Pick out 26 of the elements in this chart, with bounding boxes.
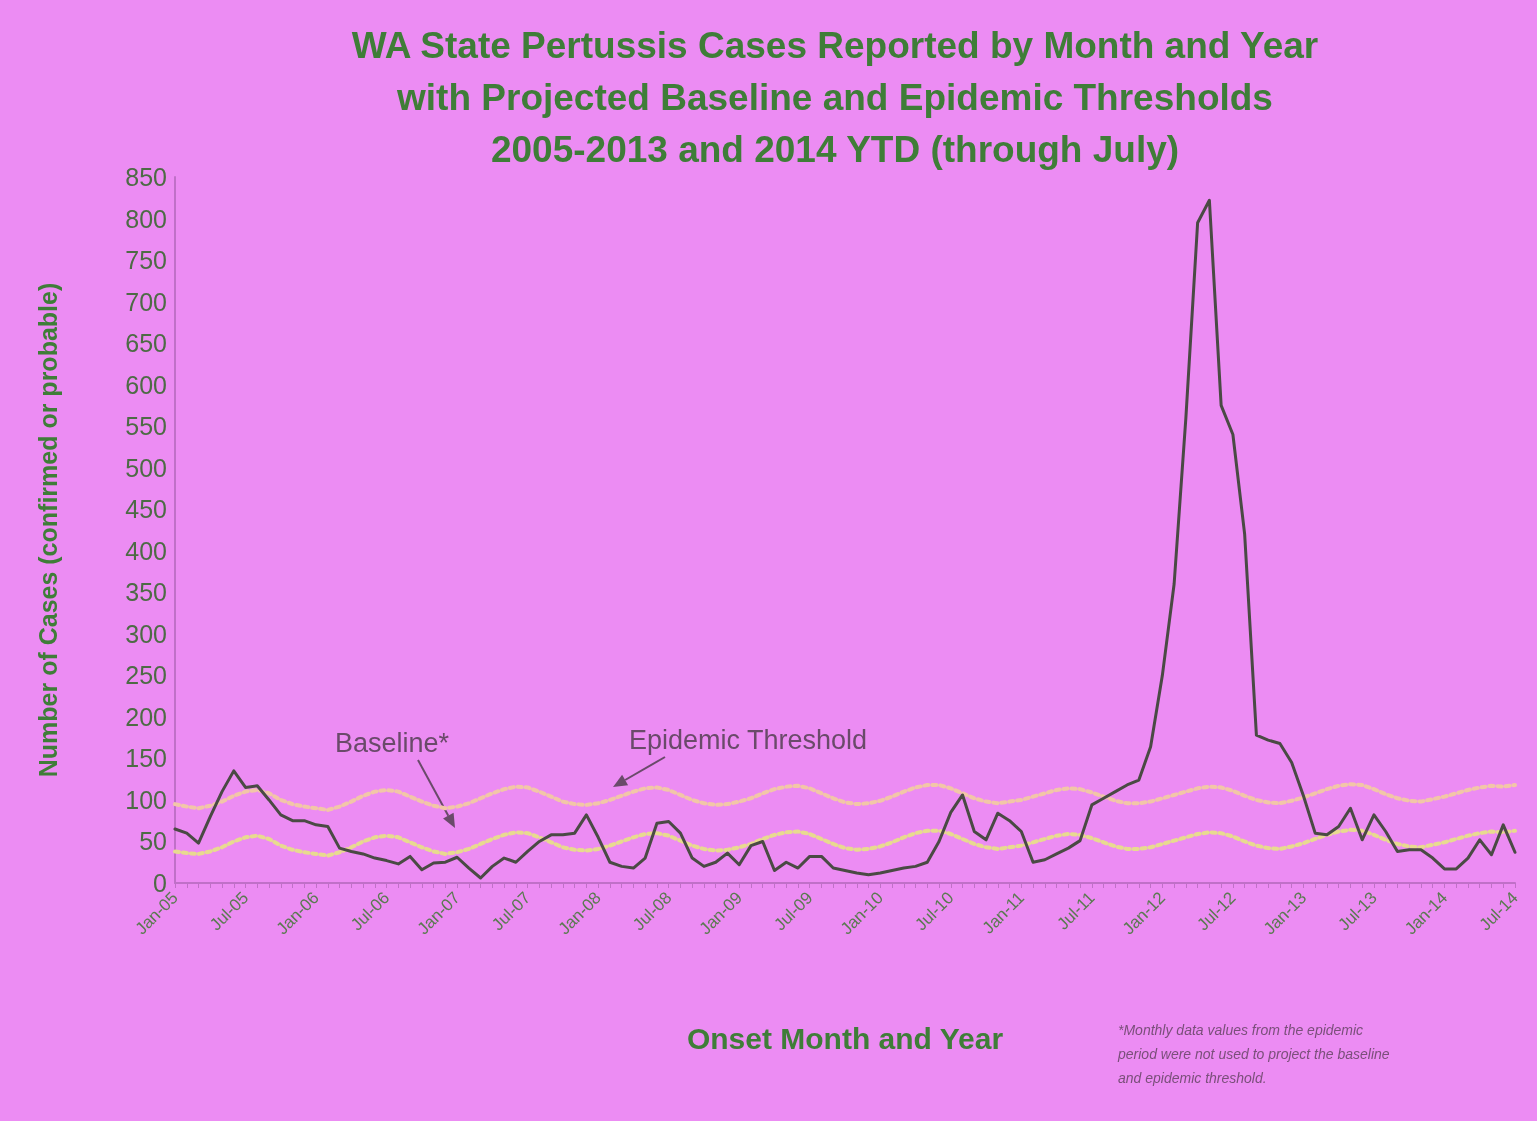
y-tick-label: 250 — [125, 661, 167, 690]
y-tick-label: 750 — [125, 246, 167, 275]
y-tick-label: 650 — [125, 329, 167, 358]
y-axis-title: Number of Cases (confirmed or probable) — [33, 282, 62, 778]
y-tick-label: 350 — [125, 578, 167, 607]
annotation: Epidemic Threshold — [628, 725, 868, 755]
y-tick-label: 100 — [125, 785, 167, 814]
y-tick-label: 400 — [125, 536, 167, 565]
line-series — [173, 782, 1517, 812]
y-tick-label: 850 — [125, 163, 167, 191]
line-series — [173, 827, 1517, 858]
y-tick-label: 50 — [139, 827, 167, 856]
y-tick-label: 300 — [125, 619, 167, 648]
annotation: Baseline* — [334, 728, 450, 758]
y-tick-label: 500 — [125, 453, 167, 482]
y-tick-label: 600 — [125, 370, 167, 399]
y-tick-label: 150 — [125, 744, 167, 773]
y-tick-label: 200 — [125, 702, 167, 731]
y-tick-label: 450 — [125, 495, 167, 524]
text: *Monthly data values from the epidemic period were not used to project the baseline and epidemic threshold. — [1117, 1022, 1390, 1086]
y-tick-label: 800 — [125, 204, 167, 233]
x-axis-title: Onset Month and Year — [686, 1021, 1004, 1055]
y-tick-label: 700 — [125, 287, 167, 316]
y-tick-label: 550 — [125, 412, 167, 441]
line-series — [173, 198, 1517, 880]
chart-title: WA State Pertussis Cases Reported by Month and Year with Projected Baseline and Epidemic Thresholds 2005-2013 and 2014 YTD (through July) — [351, 24, 1319, 170]
